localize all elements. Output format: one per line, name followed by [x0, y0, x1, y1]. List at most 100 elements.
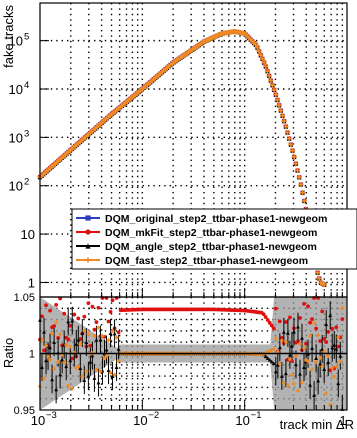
ratio-data-point [275, 362, 280, 367]
legend: DQM_original_step2_ttbar-phase1-newgeom D… [71, 208, 357, 270]
legend-marker [85, 215, 91, 221]
ratio-data-point [94, 367, 99, 372]
tick-marks [39, 40, 348, 410]
ratio-data-point [300, 380, 304, 385]
ratio-data-point [40, 338, 44, 342]
ratio-data-point [336, 344, 341, 349]
legend-entry-label: DQM_fast_step2_ttbar-phase1-newgeom [105, 255, 308, 267]
ratio-data-point [277, 345, 282, 350]
ratio-data-point [283, 371, 288, 376]
ratio-data-point [104, 347, 109, 352]
ratio-data-point [66, 337, 71, 342]
ratio-data-point [279, 335, 284, 340]
ratio-y-tick-label: 1 [29, 349, 35, 361]
data-point [294, 167, 301, 174]
ratio-data-point [336, 335, 341, 340]
ratio-data-point [86, 332, 91, 337]
x-tick-label-exponent: −3 [46, 410, 57, 421]
ratio-data-point [324, 340, 329, 344]
data-point [288, 142, 294, 148]
ratio-data-point [68, 344, 73, 349]
ratio-data-point [320, 347, 325, 351]
ratio-data-point [40, 365, 44, 369]
legend-entry-label: DQM_original_step2_ttbar-phase1-newgeom [105, 213, 327, 225]
ratio-data-point [324, 391, 329, 396]
ratio-data-point [298, 342, 302, 346]
data-point [266, 73, 272, 79]
ratio-data-point [338, 359, 343, 364]
ratio-data-point [52, 324, 57, 328]
ratio-data-point [92, 376, 97, 380]
ratio-data-point [330, 366, 335, 370]
ratio-data-point [58, 372, 63, 377]
ratio-data-point [74, 342, 79, 346]
ratio-data-point [80, 374, 85, 379]
data-point [273, 92, 279, 98]
ratio-data-point [265, 356, 270, 360]
ratio-data-point [52, 340, 57, 345]
ratio-y-tick-label: 0.95 [14, 405, 35, 417]
ratio-data-point [84, 340, 89, 344]
ratio-data-point [106, 338, 111, 343]
ratio-data-point [340, 317, 345, 322]
ratio-data-point [332, 342, 337, 347]
x-tick-label: 10 [235, 413, 249, 428]
data-point [269, 82, 276, 88]
x-axis-title: track min ΔR [280, 417, 354, 432]
data-point [253, 42, 259, 48]
ratio-data-point [316, 333, 321, 338]
ratio-data-point [114, 335, 119, 340]
legend-entry-label: DQM_mkFit_step2_ttbar-phase1-newgeom [105, 227, 317, 239]
ratio-data-point [84, 369, 89, 374]
ratio-data-point [273, 306, 278, 311]
ratio-data-point [310, 346, 314, 350]
ratio-data-point [298, 371, 302, 376]
ratio-data-point [82, 314, 87, 319]
data-point [279, 113, 286, 119]
x-tick-label: 10 [31, 413, 45, 428]
ratio-data-point [50, 331, 54, 336]
data-point [274, 97, 281, 103]
grid-lines [40, 3, 347, 410]
ratio-data-point [88, 343, 93, 348]
ratio-data-point [340, 306, 345, 311]
ratio-data-point [58, 332, 63, 337]
ratio-data-point [269, 359, 274, 364]
ratio-data-point [318, 361, 323, 366]
data-point [264, 68, 271, 74]
ratio-data-point [306, 304, 310, 309]
data-point [296, 174, 302, 180]
ratio-data-point [62, 311, 67, 316]
ratio-data-point [334, 364, 339, 369]
ratio-data-point [302, 301, 306, 306]
ratio-data-point [66, 319, 71, 324]
ratio-data-point [92, 327, 97, 332]
ratio-data-point [263, 354, 268, 359]
data-point [281, 118, 287, 124]
ratio-data-point [320, 309, 325, 314]
series-cross [37, 28, 327, 288]
y-tick-label: 10 [9, 82, 23, 97]
ratio-data-point [64, 364, 69, 369]
ratio-data-point [48, 358, 52, 362]
ratio-data-point [108, 309, 113, 314]
ratio-data-point [302, 365, 306, 369]
y-tick-label: 10 [9, 179, 23, 194]
y-tick-label: 10 [9, 130, 23, 145]
ratio-data-point [70, 356, 75, 361]
ratio-data-point [114, 365, 119, 369]
ratio-data-point [110, 329, 115, 333]
ratio-data-point [44, 358, 48, 363]
ratio-data-point [42, 329, 46, 334]
ratio-data-point [338, 353, 343, 358]
ratio-data-point [328, 313, 333, 318]
ratio-data-point [112, 372, 117, 377]
ratio-data-point [96, 305, 101, 310]
ratio-data-point [48, 345, 52, 350]
ratio-data-point [104, 353, 109, 358]
ratio-data-point [310, 367, 314, 372]
ratio-data-point [310, 317, 314, 322]
ratio-data-point [42, 376, 46, 381]
